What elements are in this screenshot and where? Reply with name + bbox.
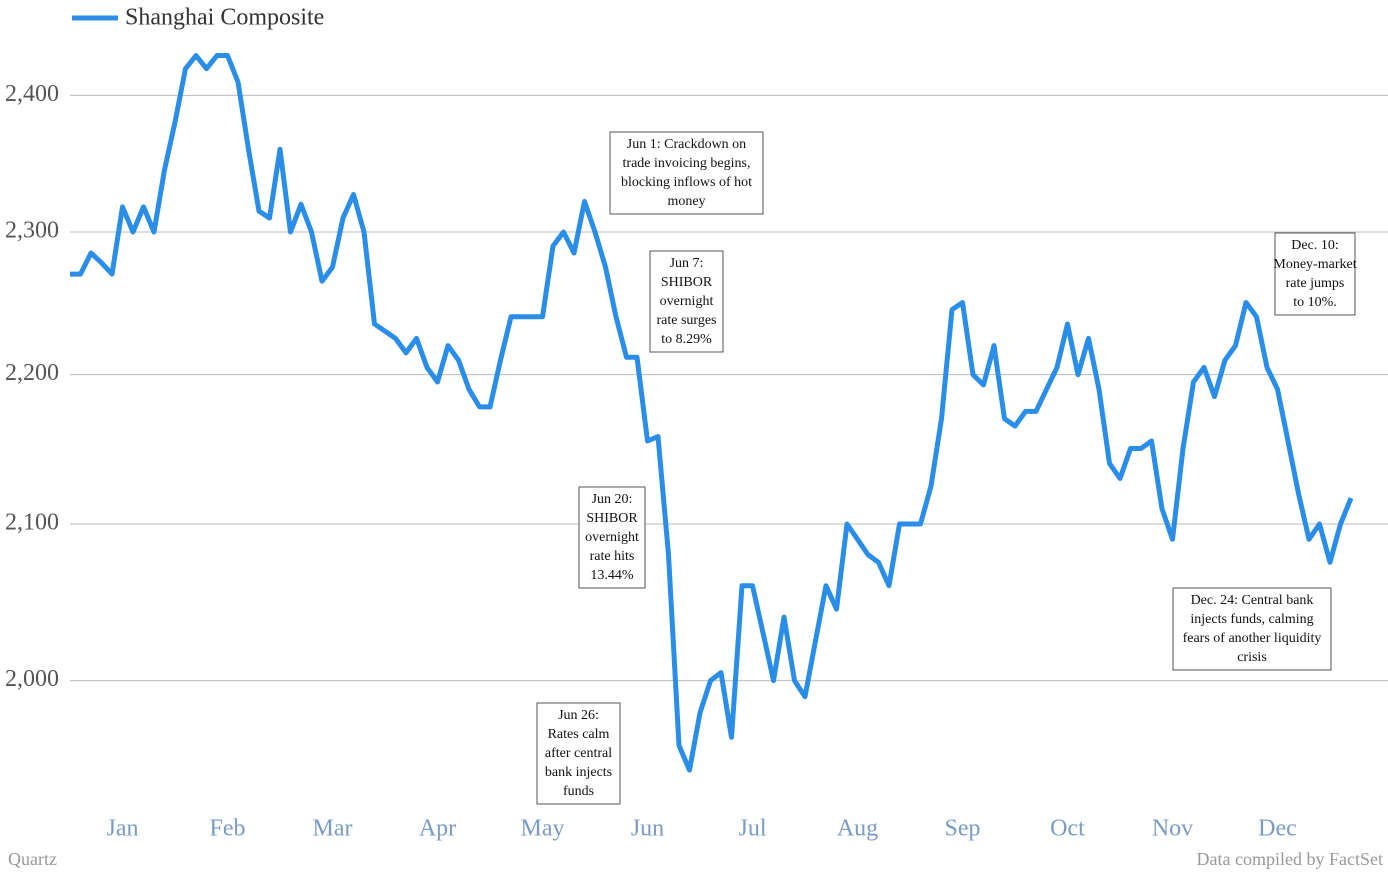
x-tick-label: Nov [1152,816,1193,842]
source-right: Data compiled by FactSet [1197,849,1383,869]
annotation-text: Dec. 24: Central bank [1191,593,1314,608]
annotation-text: overnight [660,294,714,309]
annotation-box [578,486,646,589]
x-tick-label: Aug [837,816,878,842]
annotation-box [536,702,621,805]
y-tick-label: 2,400 [5,81,59,107]
y-tick-label: 2,200 [5,360,59,386]
annotation-text: Money-market [1273,257,1356,272]
annotation-text: Dec. 10: [1291,238,1338,253]
line [70,53,1354,773]
x-tick-label: Apr [419,816,456,842]
annotation-text: overnight [585,530,639,545]
x-tick-label: Sep [945,816,981,842]
annotation-text: SHIBOR [661,275,713,290]
y-tick-label: 2,100 [5,510,59,536]
x-tick-label: Feb [210,816,246,842]
annotation-text: Rates calm [548,727,610,742]
annotation-text: money [667,194,705,209]
x-tick-label: Dec [1258,816,1297,842]
annotation-text: bank injects [545,765,612,780]
annotation-text: rate surges [657,313,717,328]
x-tick-label: Jan [107,816,139,842]
legend-label: Shanghai Composite [125,5,324,31]
annotation-box [1172,587,1332,671]
annotation-text: Jun 20: [592,492,633,507]
x-tick-label: May [521,816,565,842]
annotation-text: Jun 7: [670,256,704,271]
annotation-text: rate hits [590,549,635,564]
x-tick-label: Jun [631,816,664,842]
source-left: Quartz [8,849,57,869]
annotation-text: Jun 26: [558,708,599,723]
annotation-text: to 8.29% [661,332,712,347]
annotation-text: funds [563,784,594,799]
annotation-text: trade invoicing begins, [623,156,751,171]
x-tick-label: Mar [313,816,353,842]
annotation-text: 13.44% [590,568,634,583]
annotation-text: rate jumps [1286,276,1345,291]
annotation-text: fears of another liquidity [1183,631,1322,646]
annotation-box [1274,232,1356,316]
annotation-text: blocking inflows of hot [621,175,752,190]
annotation-box [649,250,724,353]
annotation-text: to 10%. [1293,295,1337,310]
y-tick-label: 2,300 [5,217,59,243]
x-tick-label: Oct [1050,816,1085,842]
annotation-text: injects funds, calming [1190,612,1313,627]
annotation-text: after central [545,746,612,761]
y-tick-label: 2,000 [5,666,59,692]
x-tick-label: Jul [738,816,766,842]
annotation-text: crisis [1237,650,1267,665]
annotation-text: SHIBOR [586,511,638,526]
annotation-box [609,131,764,215]
annotation-text: Jun 1: Crackdown on [627,137,746,152]
